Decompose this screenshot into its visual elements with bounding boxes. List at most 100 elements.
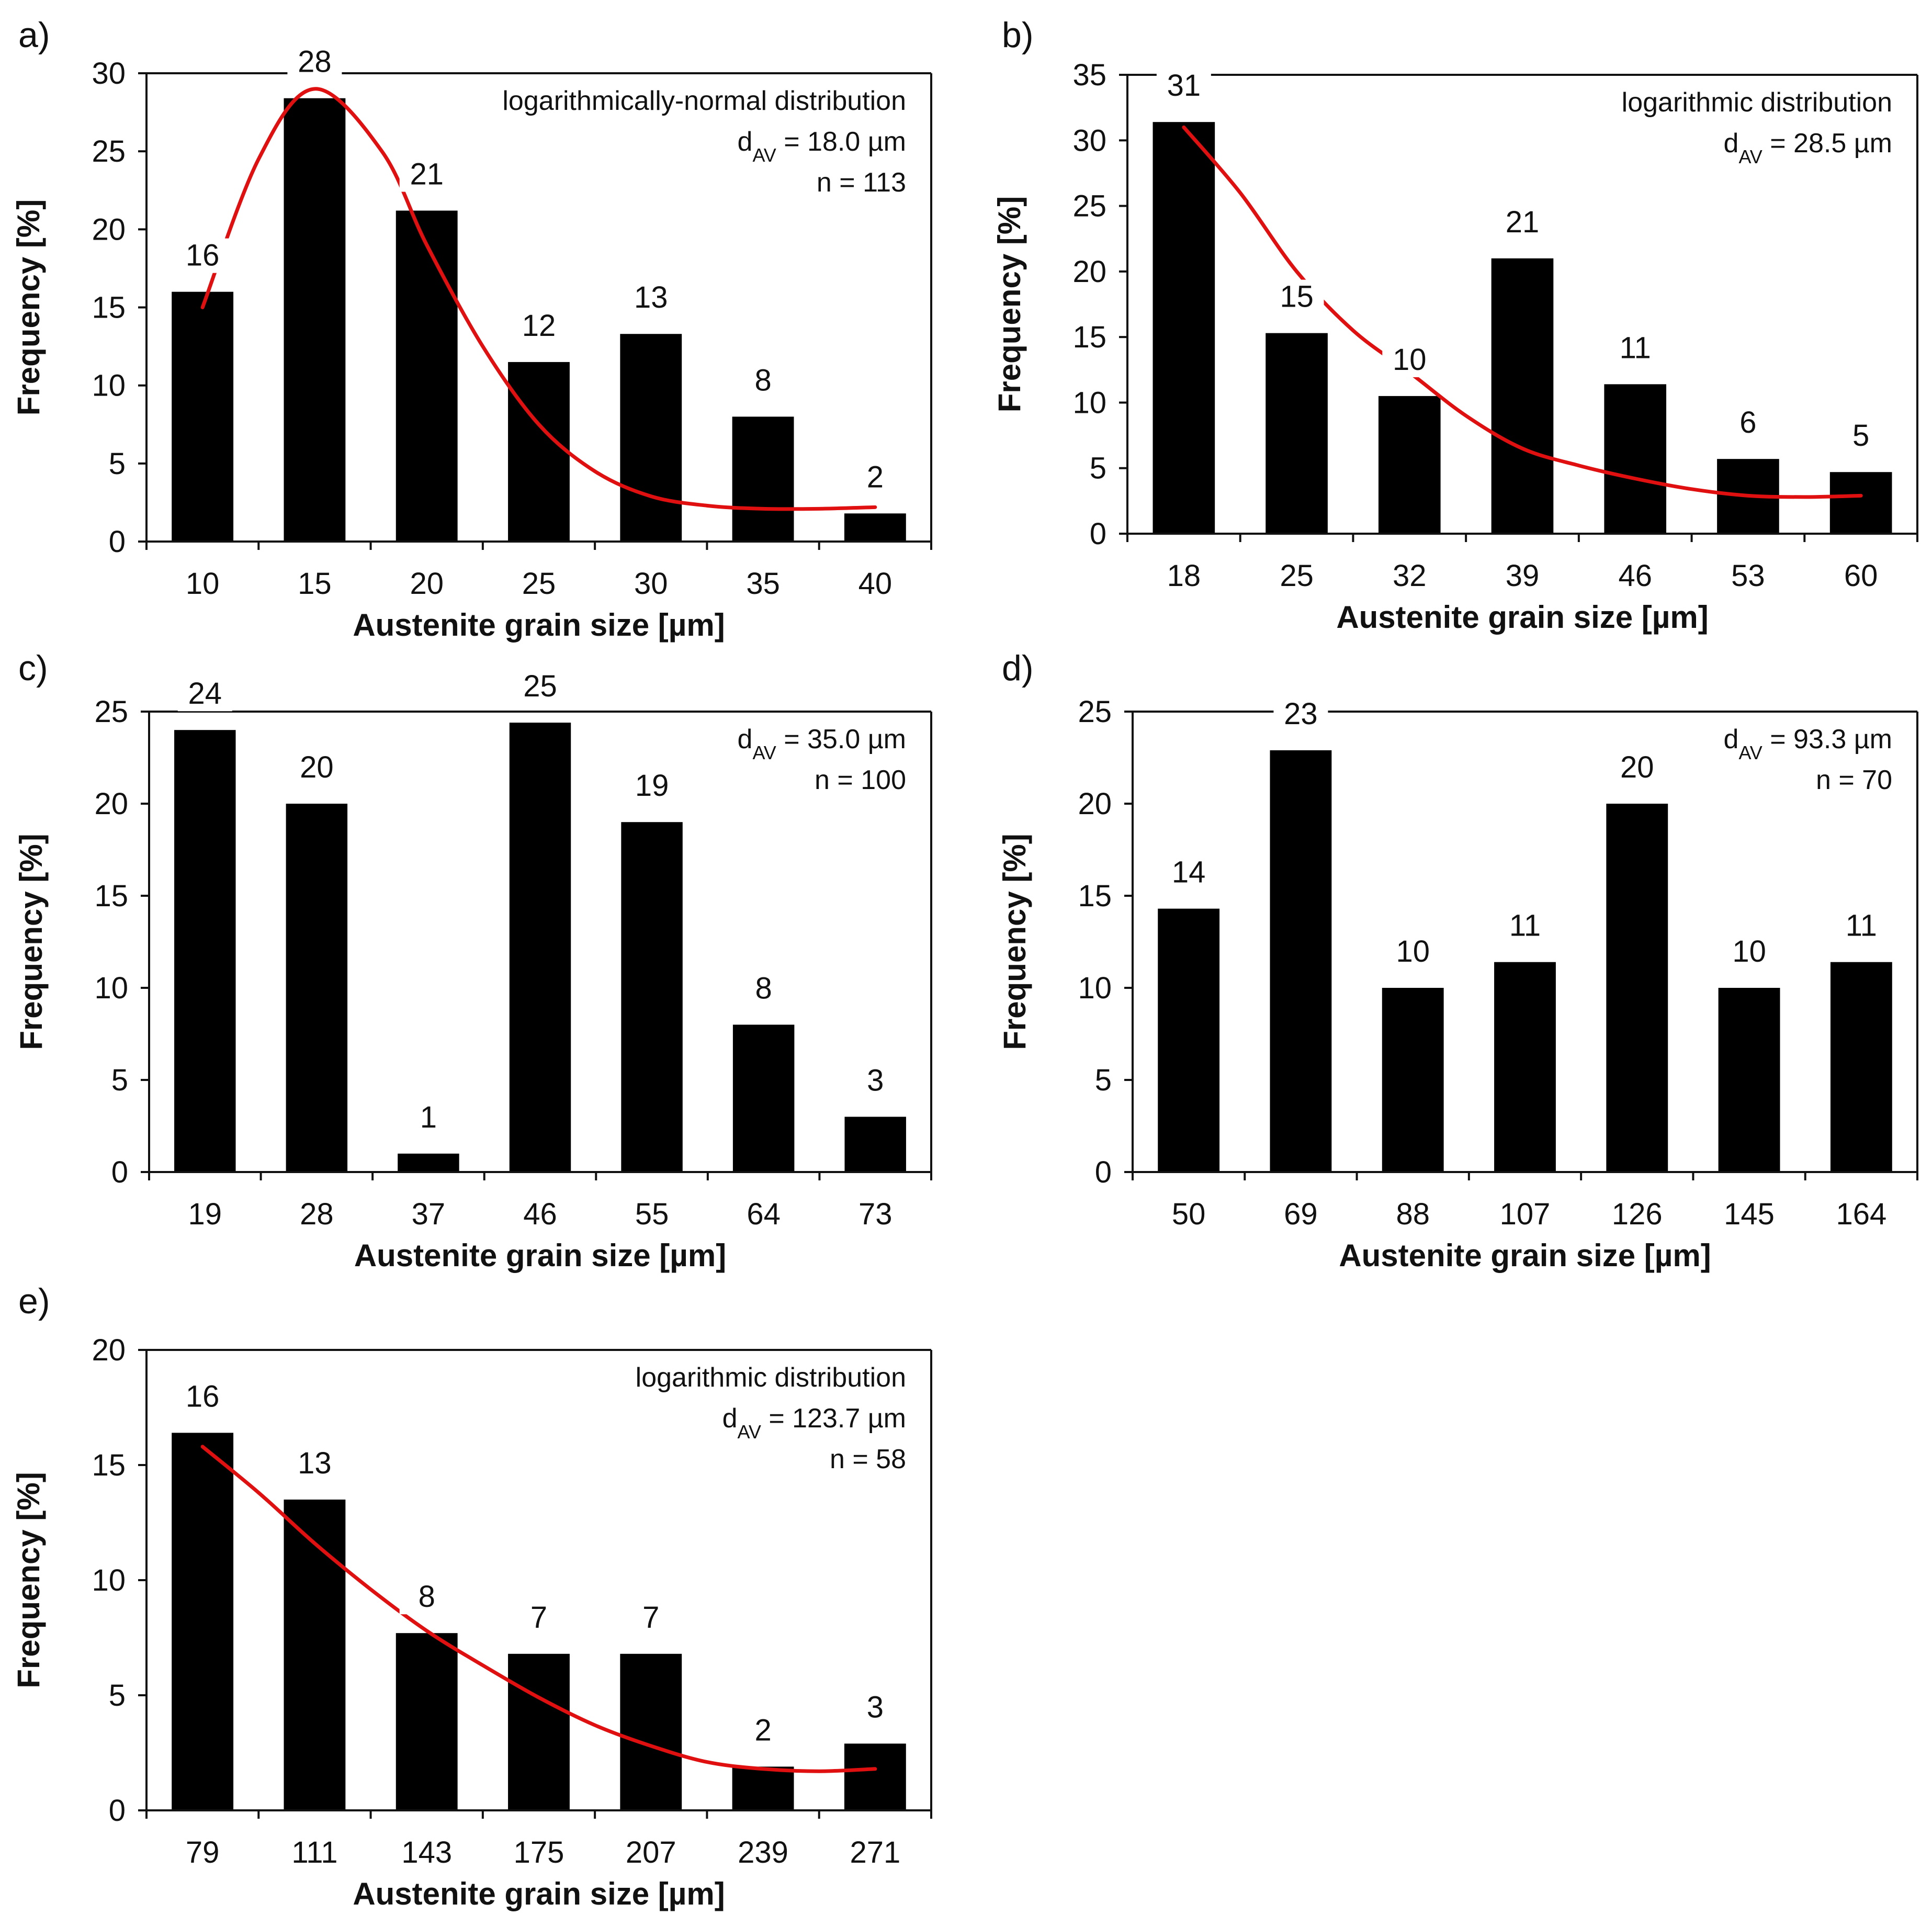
data-label-backing [401, 1100, 456, 1135]
y-tick-label-15: 15 [94, 879, 128, 913]
fit-curve [200, 87, 877, 511]
data-label-backing [1610, 750, 1665, 785]
x-tick-label-53: 53 [1731, 559, 1765, 593]
annotation-2: n = 58 [830, 1444, 906, 1474]
bar-19 [174, 730, 236, 1172]
x-tick-label-46: 46 [523, 1197, 557, 1231]
x-tick-label-39: 39 [1506, 559, 1540, 593]
data-label-88: 10 [1396, 934, 1430, 968]
bar-35 [732, 416, 794, 542]
x-tick-label-19: 19 [188, 1197, 222, 1231]
data-label-25: 12 [522, 309, 556, 343]
data-label-39: 21 [1506, 205, 1540, 239]
y-tick-label-20: 20 [1072, 255, 1106, 289]
data-label-20: 21 [410, 157, 444, 192]
y-tick-label-20: 20 [92, 212, 126, 246]
data-label-145: 10 [1732, 934, 1766, 968]
y-axis-title: Frequency [%] [14, 834, 49, 1050]
x-tick-label-32: 32 [1393, 559, 1427, 593]
bar-55 [621, 822, 683, 1172]
data-label-73: 3 [867, 1063, 884, 1097]
x-tick-label-143: 143 [401, 1835, 452, 1869]
y-tick-label-15: 15 [92, 291, 126, 325]
data-label-backing [1721, 406, 1776, 441]
annotation-0: logarithmic distribution [1622, 87, 1892, 118]
y-tick-label-0: 0 [1090, 517, 1106, 551]
y-tick-label-5: 5 [109, 1679, 126, 1713]
y-tick-label-10: 10 [1078, 971, 1112, 1005]
x-tick-label-28: 28 [300, 1197, 334, 1231]
x-tick-label-73: 73 [858, 1197, 892, 1231]
y-tick-label-5: 5 [109, 447, 126, 481]
x-tick-label-37: 37 [412, 1197, 446, 1231]
y-tick-label-25: 25 [94, 695, 128, 729]
y-tick-label-35: 35 [1072, 58, 1106, 92]
bar-207 [620, 1653, 682, 1810]
data-label-46: 25 [523, 669, 557, 703]
chart-panel-e: e) 16 13 8 7 7 2 3 0 5 10 15 20 79 111 143 175 207 239 271 A… [11, 1281, 932, 1911]
bar-60 [1829, 472, 1892, 534]
y-tick-label-5: 5 [1090, 452, 1106, 486]
y-tick-label-25: 25 [1072, 189, 1106, 223]
data-label-backing [512, 308, 566, 343]
panel-letter: a) [18, 15, 50, 55]
bar-37 [398, 1153, 459, 1172]
data-label-107: 11 [1509, 909, 1541, 943]
data-label-60: 5 [1852, 419, 1869, 453]
data-label-35: 8 [754, 363, 771, 397]
y-tick-label-5: 5 [111, 1063, 128, 1097]
bar-107 [1494, 962, 1556, 1172]
x-axis-title: Austenite grain size [µm] [353, 1876, 725, 1911]
data-label-50: 14 [1172, 855, 1206, 889]
data-label-backing [1382, 342, 1437, 377]
y-tick-label-20: 20 [92, 1333, 126, 1367]
x-tick-label-20: 20 [410, 567, 444, 601]
x-tick-label-46: 46 [1618, 559, 1652, 593]
x-tick-label-25: 25 [522, 567, 556, 601]
panel-letter: d) [1002, 648, 1033, 688]
data-label-backing [399, 1580, 454, 1615]
data-label-37: 1 [420, 1100, 437, 1134]
bar-88 [1382, 988, 1444, 1172]
y-tick-label-25: 25 [1078, 695, 1112, 729]
x-tick-label-111: 111 [291, 1835, 337, 1869]
data-label-backing [1269, 279, 1324, 314]
data-label-164: 11 [1846, 909, 1877, 943]
data-label-backing [848, 1690, 902, 1725]
data-label-backing [848, 460, 902, 495]
bar-271 [844, 1743, 906, 1810]
annotation-1: dAV = 28.5 µm [1724, 128, 1892, 167]
fit-curve [1182, 125, 1863, 499]
chart-panel-d: d) 14 23 10 11 20 10 11 0 5 10 15 20 25 50 69 88 107 126 14… [997, 648, 1918, 1273]
data-label-backing [1834, 908, 1889, 943]
x-tick-label-15: 15 [298, 567, 332, 601]
bar-239 [732, 1766, 794, 1810]
bar-79 [172, 1433, 234, 1810]
data-label-64: 8 [755, 971, 772, 1005]
data-label-backing [624, 1600, 679, 1635]
bar-164 [1830, 962, 1892, 1172]
annotation-0: logarithmically-normal distribution [502, 86, 906, 116]
bar-25 [508, 362, 570, 542]
bar-50 [1158, 908, 1220, 1172]
x-tick-label-126: 126 [1612, 1197, 1663, 1231]
y-tick-label-5: 5 [1095, 1063, 1112, 1097]
panel-letter: e) [18, 1281, 50, 1321]
data-label-backing [175, 238, 230, 273]
chart-panel-c: c) 24 20 1 25 19 8 3 0 5 10 15 20 25 19 28 37 46 55 64 73 Aus… [14, 648, 932, 1273]
data-label-19: 24 [188, 677, 222, 711]
x-tick-label-207: 207 [626, 1835, 676, 1869]
bar-40 [844, 513, 906, 542]
data-label-backing [848, 1063, 903, 1098]
x-axis-title: Austenite grain size [µm] [354, 1238, 726, 1273]
data-label-backing [1722, 934, 1777, 969]
x-tick-label-145: 145 [1724, 1197, 1775, 1231]
data-label-backing [287, 1446, 342, 1481]
x-tick-label-60: 60 [1844, 559, 1878, 593]
data-label-40: 2 [867, 460, 884, 494]
y-tick-label-0: 0 [111, 1155, 128, 1189]
data-label-79: 16 [186, 1379, 220, 1413]
y-axis-title: Frequency [%] [997, 834, 1032, 1050]
data-label-backing [736, 363, 790, 398]
